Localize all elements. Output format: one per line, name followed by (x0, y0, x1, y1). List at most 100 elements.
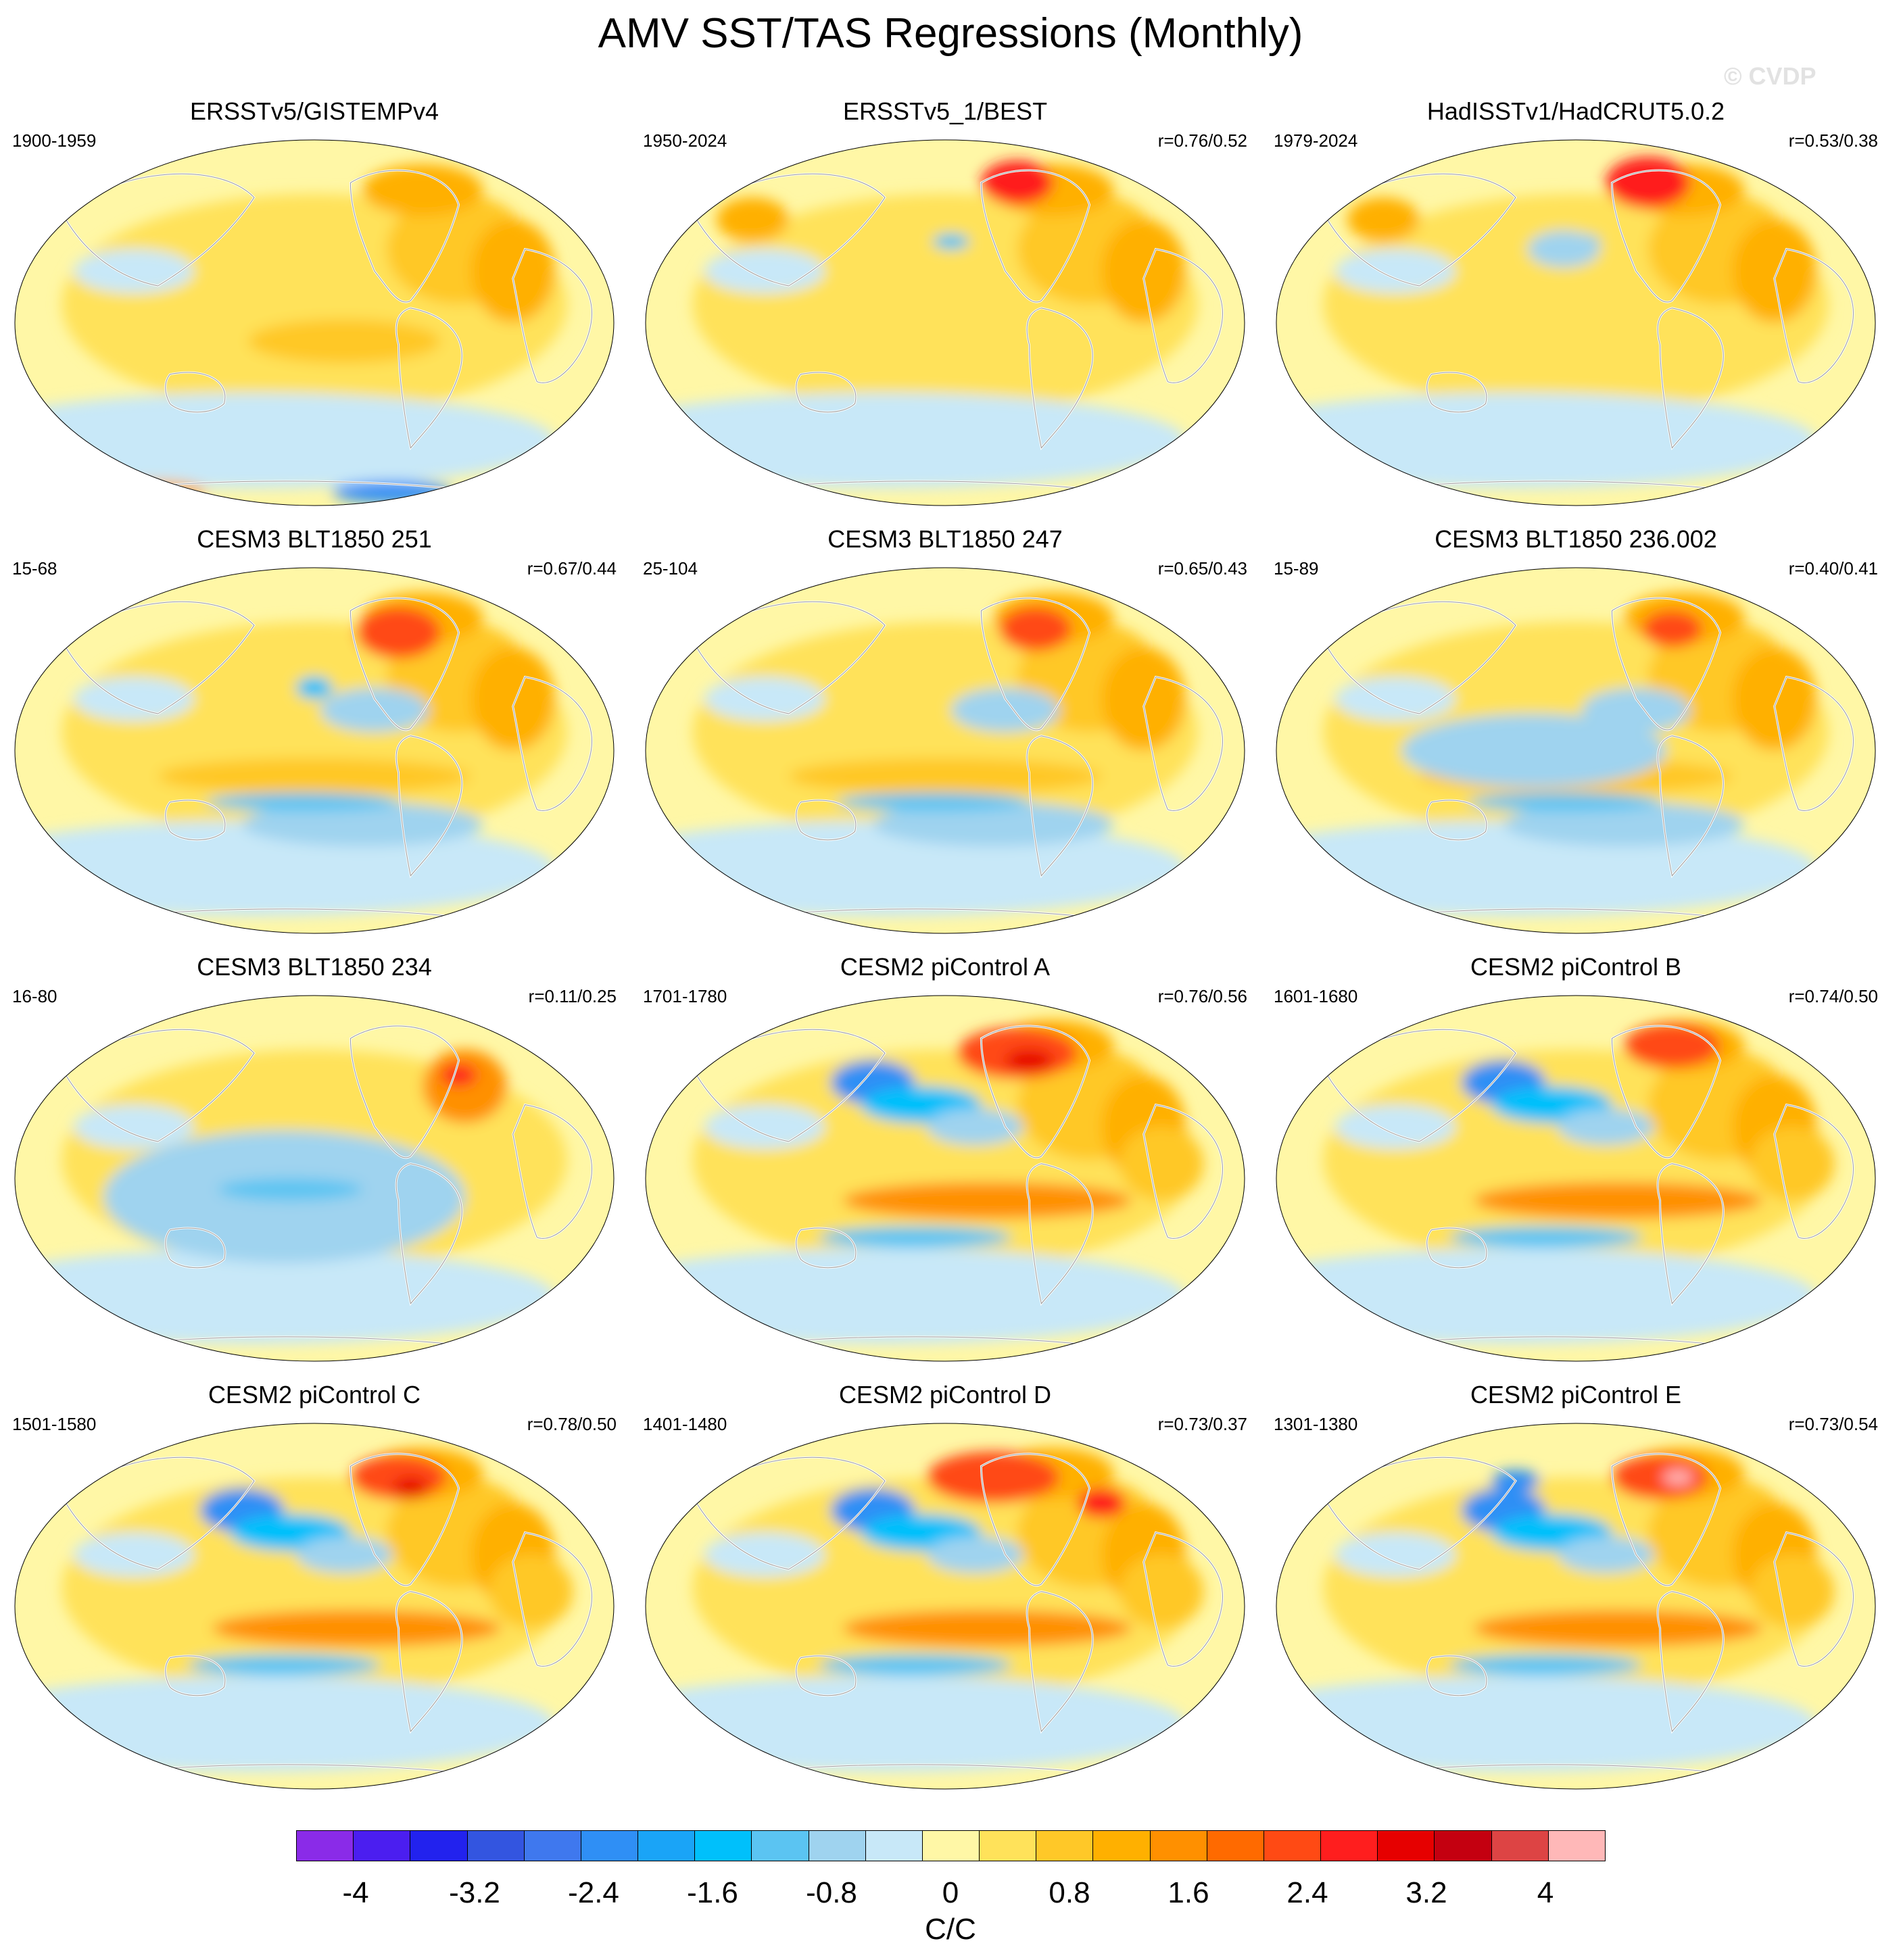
colorbar-cell (1206, 1830, 1264, 1861)
coastline (165, 800, 226, 841)
coastline (395, 735, 462, 877)
world-map (14, 995, 615, 1362)
colorbar-cell (1320, 1830, 1378, 1861)
anomaly-region (206, 793, 399, 812)
panel-title: CESM2 piControl A (840, 953, 1051, 981)
anomaly-region (927, 1451, 1060, 1503)
panel-correlation: r=0.73/0.37 (1157, 1414, 1247, 1434)
coastline (165, 1227, 226, 1269)
anomaly-region (1473, 1609, 1762, 1647)
anomaly-region (704, 1104, 825, 1149)
coastline (1774, 1532, 1854, 1667)
panel-years: 15-89 (1274, 558, 1319, 579)
coastline (1322, 601, 1516, 714)
panel-correlation: r=0.11/0.25 (528, 986, 617, 1006)
coastline (1657, 1591, 1724, 1732)
anomaly-region (218, 1178, 363, 1201)
anomaly-region (1558, 1536, 1654, 1573)
map-panel: CESM2 piControl B 1601-1680 r=0.74/0.50 (1261, 954, 1890, 1366)
coastline (512, 1104, 593, 1239)
anomaly-region (1663, 1469, 1693, 1485)
anomaly-region (296, 1536, 393, 1573)
world-map (645, 567, 1245, 934)
coastline (350, 1025, 460, 1158)
anomaly-region (927, 1536, 1024, 1573)
colorbar-cell (865, 1830, 923, 1861)
coastline (1426, 372, 1487, 413)
colorbar-tick-label: -2.4 (568, 1876, 619, 1909)
anomaly-region (1641, 610, 1702, 647)
anomaly-region (1527, 230, 1600, 268)
anomaly-region (440, 1064, 477, 1087)
map-panel: CESM2 piControl C 1501-1580 r=0.78/0.50 (0, 1381, 629, 1794)
panel-years: 1979-2024 (1274, 130, 1358, 151)
colorbar-cell (466, 1830, 525, 1861)
colorbar-tick-label: 2.4 (1286, 1876, 1328, 1909)
coastline (165, 372, 226, 413)
panel-years: 1601-1680 (1274, 986, 1358, 1006)
coastline (1026, 1163, 1093, 1304)
panel-title: CESM2 piControl D (838, 1381, 1052, 1408)
coastline (1143, 676, 1224, 811)
world-map (1276, 567, 1876, 934)
coastline (1322, 1456, 1516, 1570)
colorbar-cell (410, 1830, 468, 1861)
colorbar-cell (353, 1830, 411, 1861)
anomaly-region (74, 1532, 194, 1577)
world-map (1276, 995, 1876, 1362)
anomaly-region (819, 1226, 1011, 1249)
coastline (61, 1456, 255, 1570)
colorbar-cell (1263, 1830, 1322, 1861)
anomaly-region (74, 677, 194, 721)
coastline (1657, 1163, 1724, 1304)
map-border (14, 567, 615, 934)
colorbar-cell (921, 1830, 980, 1861)
world-map (1276, 139, 1876, 506)
colorbar-cell (637, 1830, 696, 1861)
panel-title: ERSSTv5_1/BEST (842, 97, 1048, 125)
map-panel: CESM3 BLT1850 236.002 15-89 r=0.40/0.41 (1261, 526, 1890, 938)
panel-correlation: r=0.76/0.52 (1157, 130, 1247, 151)
coastline (350, 1453, 460, 1586)
coastline (512, 676, 593, 811)
map-panel: HadISSTv1/HadCRUT5.0.2 1979-2024 r=0.53/0.… (1261, 98, 1890, 510)
world-map (1276, 1423, 1876, 1790)
coastline (1026, 308, 1093, 449)
anomaly-region (1612, 1455, 1708, 1500)
colorbar-tick-label: 0 (942, 1876, 959, 1909)
coastline (1026, 735, 1093, 877)
colorbar-tick-label: -3.2 (449, 1876, 500, 1909)
panel-years: 15-68 (12, 558, 57, 579)
anomaly-region (704, 1532, 825, 1577)
anomaly-region (356, 606, 441, 659)
coastline (1657, 308, 1724, 449)
panel-title: CESM2 piControl E (1470, 1381, 1682, 1408)
coastline (692, 1029, 886, 1142)
colorbar-cell (1491, 1830, 1549, 1861)
anomaly-region (110, 481, 206, 504)
anomaly-region (999, 606, 1072, 652)
world-map (14, 1423, 615, 1790)
coastline (1774, 248, 1854, 383)
anomaly-region (248, 319, 441, 364)
coastline (980, 1025, 1090, 1158)
coastline (1611, 170, 1721, 303)
page-title: AMV SST/TAS Regressions (Monthly) (598, 10, 1303, 57)
anomaly-region (158, 758, 471, 795)
map-border (14, 1423, 615, 1790)
colorbar-cell (580, 1830, 639, 1861)
panel-title: CESM3 BLT1850 236.002 (1435, 525, 1717, 553)
panel-title: CESM3 BLT1850 247 (827, 525, 1063, 553)
anomaly-region (1750, 1127, 1835, 1201)
coastline (512, 1532, 593, 1667)
colorbar-cell (979, 1830, 1037, 1861)
coastline (61, 601, 255, 714)
colorbar-cell (1036, 1830, 1094, 1861)
map-panel: CESM3 BLT1850 251 15-68 r=0.67/0.44 (0, 526, 629, 938)
anomaly-region (320, 687, 429, 733)
coastline (980, 1453, 1090, 1586)
colorbar-tick-label: 3.2 (1405, 1876, 1447, 1909)
world-map (14, 139, 615, 506)
anomaly-region (981, 160, 1054, 205)
coastline (1611, 597, 1721, 731)
